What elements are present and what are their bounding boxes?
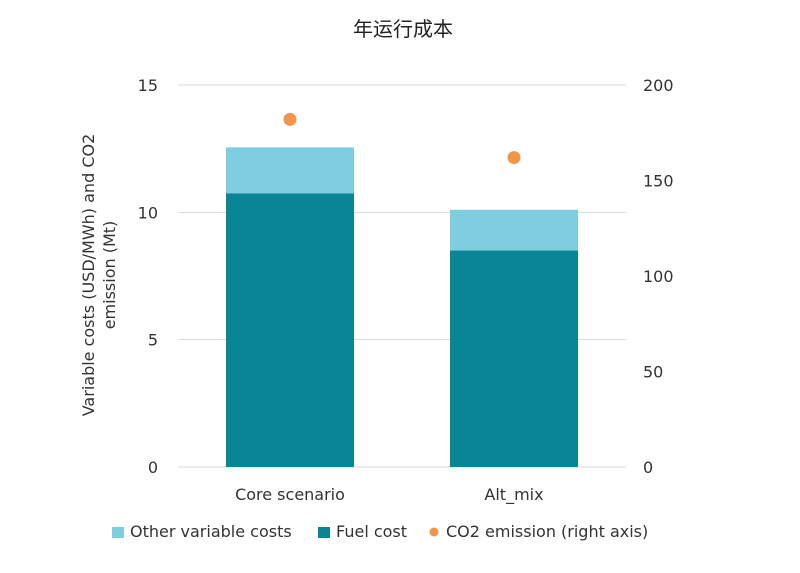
bar-segment [226,193,354,467]
legend: Other variable costs Fuel cost CO2 emissio… [112,522,648,541]
left-tick-label: 10 [138,203,158,222]
category-label: Alt_mix [484,485,543,505]
right-tick-label: 50 [643,363,663,382]
legend-marker [429,527,439,537]
legend-label: CO2 emission (right axis) [446,522,648,541]
legend-item: Other variable costs [112,522,292,541]
legend-label: Other variable costs [130,522,292,541]
chart-title: 年运行成本 [353,17,453,41]
data-point [507,151,521,165]
bars-layer [226,147,578,467]
category-label: Core scenario [235,485,345,504]
legend-swatch [112,527,124,538]
points-layer [283,112,521,165]
left-axis-ticks: 0 5 10 15 [138,76,158,477]
x-axis-ticks: Core scenario Alt_mix [235,485,544,505]
right-tick-label: 200 [643,76,674,95]
y-axis-label-line-2: emission (Mt) [100,221,119,330]
right-tick-label: 0 [643,458,653,477]
right-axis-ticks: 0 50 100 150 200 [643,76,674,477]
legend-label: Fuel cost [336,522,407,541]
bar-segment [450,250,578,467]
legend-item: Fuel cost [318,522,407,541]
y-axis-label-line-1: Variable costs (USD/MWh) and CO2 [79,134,98,417]
left-tick-label: 5 [148,331,158,350]
left-tick-label: 15 [138,76,158,95]
right-tick-label: 100 [643,267,674,286]
data-point [283,112,297,126]
bar-segment [226,147,354,194]
right-tick-label: 150 [643,172,674,191]
legend-item: CO2 emission (right axis) [429,522,648,541]
left-tick-label: 0 [148,458,158,477]
bar-segment [450,209,578,251]
legend-swatch [318,527,330,538]
y-axis-label: Variable costs (USD/MWh) and CO2 emissio… [79,134,119,417]
